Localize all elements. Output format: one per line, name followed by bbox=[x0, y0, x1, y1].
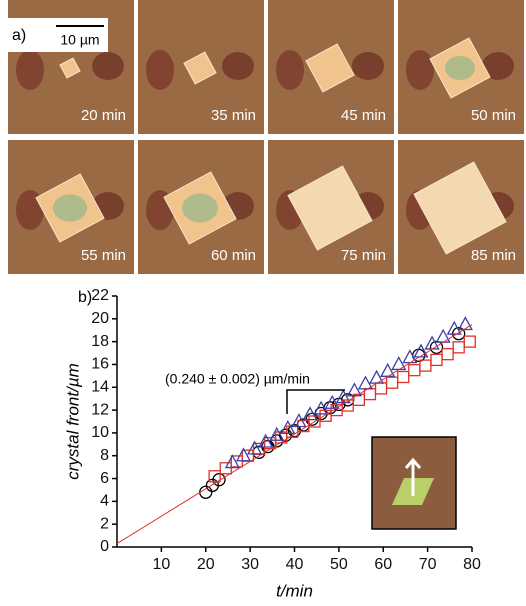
point bbox=[220, 463, 231, 474]
figure: 20 min 35 min 45 min 50 min 55 min 60 min 75 m… bbox=[0, 0, 526, 606]
grain bbox=[222, 52, 254, 80]
point bbox=[376, 383, 387, 394]
x-tick-label: 60 bbox=[374, 556, 392, 573]
x-tick-label: 20 bbox=[197, 556, 215, 573]
y-tick-label: 12 bbox=[91, 401, 109, 418]
point bbox=[414, 345, 427, 357]
point bbox=[381, 364, 394, 376]
crystal-core bbox=[445, 56, 475, 80]
y-tick-label: 0 bbox=[100, 538, 109, 555]
point bbox=[392, 357, 405, 369]
point bbox=[409, 365, 420, 376]
time-label: 60 min bbox=[211, 247, 256, 264]
x-tick-label: 40 bbox=[286, 556, 304, 573]
y-tick-label: 8 bbox=[100, 447, 109, 464]
grain bbox=[276, 50, 304, 90]
time-label: 45 min bbox=[341, 107, 386, 124]
time-label: 35 min bbox=[211, 107, 256, 124]
x-axis-title: t/min bbox=[276, 581, 313, 600]
point bbox=[431, 354, 442, 365]
point bbox=[431, 341, 443, 353]
scale-bar-label: 10 µm bbox=[60, 32, 99, 48]
time-label: 50 min bbox=[471, 107, 516, 124]
point bbox=[453, 342, 464, 353]
y-tick-label: 18 bbox=[91, 333, 109, 350]
grain bbox=[352, 52, 384, 80]
y-axis-title: crystal front/µm bbox=[63, 363, 82, 480]
point bbox=[420, 360, 431, 371]
point bbox=[387, 377, 398, 388]
y-tick-label: 10 bbox=[91, 424, 109, 441]
y-tick-label: 20 bbox=[91, 310, 109, 327]
annotation: (0.240 ± 0.002) µm/min bbox=[165, 371, 310, 387]
time-label: 85 min bbox=[471, 247, 516, 264]
point bbox=[464, 336, 475, 347]
time-label: 75 min bbox=[341, 247, 386, 264]
panel-a: 20 min 35 min 45 min 50 min 55 min 60 min 75 m… bbox=[8, 0, 524, 274]
point bbox=[398, 372, 409, 383]
grain bbox=[406, 50, 434, 90]
point bbox=[226, 456, 239, 468]
x-tick-label: 70 bbox=[419, 556, 437, 573]
x-tick-label: 50 bbox=[330, 556, 348, 573]
grain bbox=[92, 52, 124, 80]
y-tick-label: 4 bbox=[100, 493, 109, 510]
point bbox=[437, 330, 450, 342]
panel-label: a) bbox=[12, 27, 26, 44]
grain bbox=[146, 50, 174, 90]
chart: 0 2 4 6 8 10 12 14 16 18 20 22 10 20 30 40 50 60 70 80 t/min… bbox=[63, 287, 481, 600]
x-tick-label: 80 bbox=[463, 556, 481, 573]
grain bbox=[16, 50, 44, 90]
point bbox=[200, 486, 212, 498]
x-tick-label: 10 bbox=[152, 556, 170, 573]
crystal-core bbox=[182, 194, 218, 223]
time-label: 55 min bbox=[81, 247, 126, 264]
panel-label: b) bbox=[78, 289, 92, 306]
point bbox=[370, 371, 383, 383]
time-label: 20 min bbox=[81, 107, 126, 124]
y-tick-label: 2 bbox=[100, 515, 109, 532]
crystal-core bbox=[53, 194, 87, 221]
y-tick-label: 22 bbox=[91, 287, 109, 304]
y-tick-label: 6 bbox=[100, 470, 109, 487]
y-tick-label: 14 bbox=[91, 378, 109, 395]
point bbox=[442, 349, 453, 360]
y-tick-label: 16 bbox=[91, 356, 109, 373]
x-tick-label: 30 bbox=[241, 556, 259, 573]
